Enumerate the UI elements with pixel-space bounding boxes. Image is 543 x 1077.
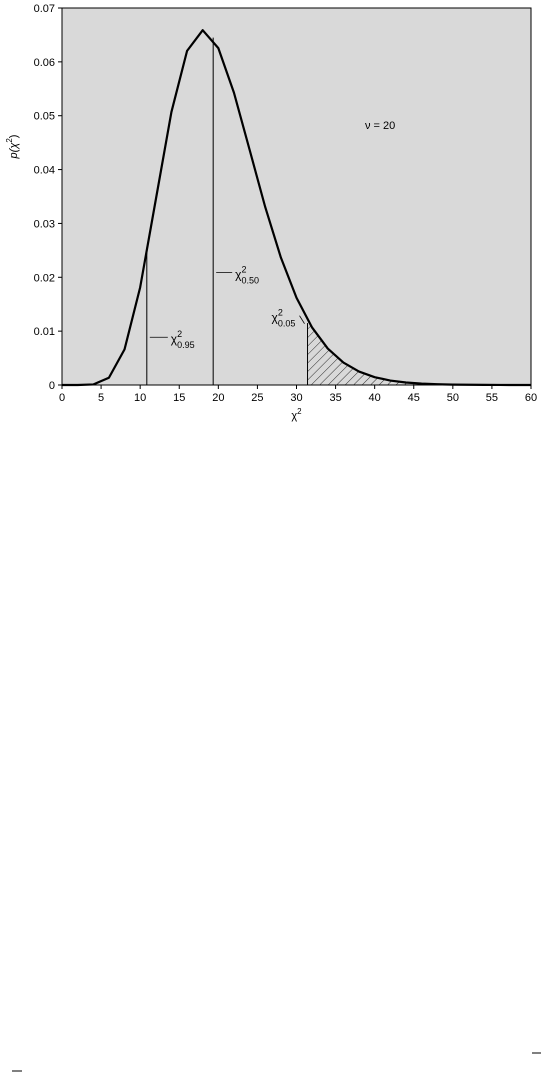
- critical-label: χ2 0.50: [235, 265, 259, 286]
- x-tick-label: 45: [408, 392, 420, 404]
- x-tick-label: 0: [59, 392, 65, 404]
- x-tick-label: 15: [173, 392, 185, 404]
- label-end: ): [8, 135, 20, 139]
- label-base: χ: [235, 268, 242, 282]
- y-tick-label: 0.02: [34, 272, 55, 284]
- x-tick-label: 20: [212, 392, 224, 404]
- label-base: p(χ: [8, 142, 20, 160]
- y-tick-label: 0.05: [34, 111, 55, 123]
- label-sub: 0.05: [278, 319, 296, 329]
- leader-line: [299, 315, 305, 324]
- label-sup: 2: [241, 265, 246, 275]
- y-tick-label: 0: [49, 380, 55, 392]
- y-axis-label: p(χ2): [5, 135, 20, 160]
- x-tick-label: 60: [525, 392, 537, 404]
- label-sub: 0.95: [177, 340, 195, 350]
- x-axis-label: χ2: [291, 407, 302, 422]
- y-tick-label: 0.07: [34, 3, 55, 15]
- y-tick-label: 0.01: [34, 326, 55, 338]
- x-tick-label: 55: [486, 392, 498, 404]
- label-base: χ: [291, 410, 297, 422]
- label-sub: 0.50: [242, 276, 260, 286]
- x-tick-label: 50: [447, 392, 459, 404]
- y-tick-label: 0.04: [34, 165, 55, 177]
- label-sup: 2: [297, 407, 302, 416]
- y-tick-label: 0.03: [34, 218, 55, 230]
- label-sup: 2: [278, 308, 283, 318]
- tail-hatch: [307, 323, 531, 385]
- label-sup: 2: [5, 138, 14, 143]
- pdf-curve: [62, 29, 531, 387]
- label-base: χ: [272, 311, 279, 325]
- critical-label: χ2 0.05: [272, 308, 296, 329]
- x-tick-label: 35: [329, 392, 341, 404]
- x-tick-label: 25: [251, 392, 263, 404]
- x-tick-label: 5: [98, 392, 104, 404]
- plot-area: [61, 7, 532, 386]
- x-tick-label: 40: [369, 392, 381, 404]
- y-tick-label: 0.06: [34, 57, 55, 69]
- x-tick-label: 30: [290, 392, 302, 404]
- label-base: χ: [171, 332, 178, 346]
- critical-label: χ2 0.95: [171, 329, 195, 350]
- x-tick-label: 10: [134, 392, 146, 404]
- label-sup: 2: [177, 329, 182, 339]
- annotation: ν = 20: [365, 120, 395, 132]
